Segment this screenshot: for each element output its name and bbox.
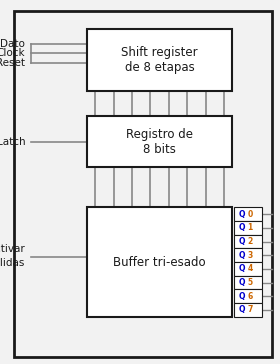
Text: Q: Q: [239, 237, 246, 246]
Text: Buffer tri-esado: Buffer tri-esado: [113, 256, 206, 269]
Bar: [234, 235, 262, 248]
Text: Q: Q: [239, 210, 246, 219]
Bar: [87, 207, 232, 317]
Text: 4: 4: [248, 264, 253, 273]
Text: Q: Q: [239, 292, 246, 301]
Text: 5: 5: [248, 278, 253, 287]
Text: Activar: Activar: [0, 244, 25, 254]
Text: 6: 6: [248, 292, 253, 301]
Bar: [234, 276, 262, 289]
Bar: [234, 303, 262, 317]
Text: 0: 0: [248, 210, 253, 219]
Text: Shift register
de 8 etapas: Shift register de 8 etapas: [121, 46, 198, 74]
Text: salidas: salidas: [0, 258, 25, 268]
Bar: [87, 29, 232, 91]
Text: Q: Q: [239, 223, 246, 233]
Text: 3: 3: [248, 251, 253, 260]
Bar: [234, 262, 262, 276]
Text: Reset: Reset: [0, 58, 25, 68]
Text: Latch: Latch: [0, 137, 25, 147]
Text: 1: 1: [248, 223, 253, 233]
Bar: [234, 248, 262, 262]
Text: Q: Q: [239, 264, 246, 273]
Bar: [87, 116, 232, 167]
Text: Registro de
8 bits: Registro de 8 bits: [126, 128, 193, 156]
Bar: [234, 289, 262, 303]
Text: 2: 2: [248, 237, 253, 246]
Text: Q: Q: [239, 278, 246, 287]
Text: 7: 7: [247, 305, 253, 314]
Text: Q: Q: [239, 305, 246, 314]
Text: Q: Q: [239, 251, 246, 260]
Text: Dato: Dato: [0, 39, 25, 49]
Bar: [234, 207, 262, 221]
Text: Clock: Clock: [0, 48, 25, 58]
Bar: [234, 221, 262, 235]
